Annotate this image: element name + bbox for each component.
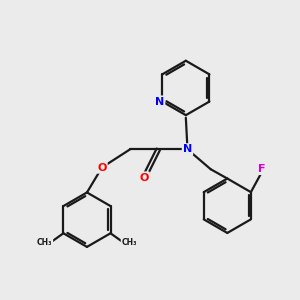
Text: N: N: [155, 97, 164, 106]
Text: N: N: [183, 144, 192, 154]
Text: O: O: [97, 163, 106, 172]
Text: O: O: [139, 172, 149, 182]
Text: CH₃: CH₃: [37, 238, 52, 247]
Text: CH₃: CH₃: [122, 238, 137, 247]
Text: F: F: [258, 164, 266, 174]
